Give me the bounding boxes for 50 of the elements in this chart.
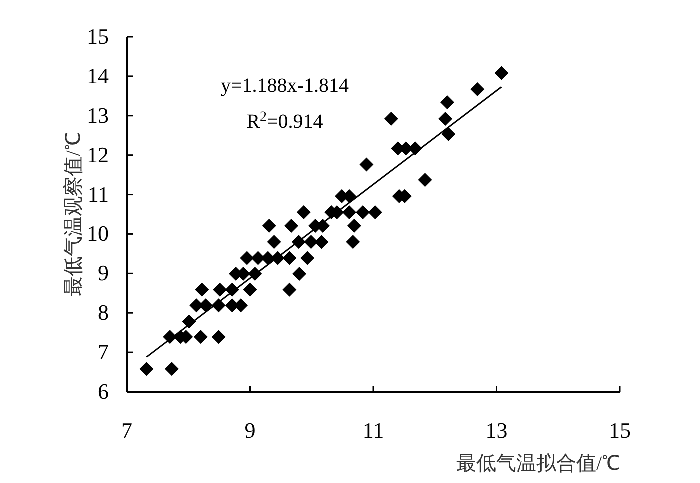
y-tick-label: 7 xyxy=(98,340,109,365)
x-tick-label: 9 xyxy=(244,418,256,443)
point xyxy=(140,362,154,376)
x-tick-label: 7 xyxy=(122,418,132,443)
point xyxy=(240,251,254,266)
point xyxy=(360,158,374,172)
point xyxy=(470,82,485,96)
point xyxy=(195,282,210,297)
point xyxy=(494,66,509,80)
point xyxy=(438,112,453,126)
x-tick-label: 13 xyxy=(486,418,508,443)
y-tick-label: 6 xyxy=(98,379,109,404)
point xyxy=(194,330,208,344)
point xyxy=(300,251,315,266)
y-tick-label: 9 xyxy=(98,260,109,286)
point xyxy=(243,282,258,297)
point xyxy=(262,218,276,233)
y-tick-label: 13 xyxy=(87,102,109,128)
point xyxy=(284,218,299,233)
x-axis-title: 最低气温拟合值/℃ xyxy=(456,453,620,475)
point xyxy=(282,282,297,297)
y-tick-label: 11 xyxy=(88,182,109,207)
point xyxy=(346,235,360,250)
y-tick-label: 12 xyxy=(87,142,109,168)
y-tick-label: 10 xyxy=(87,221,109,246)
point xyxy=(282,251,297,266)
point xyxy=(356,206,370,220)
y-tick-label: 8 xyxy=(98,300,109,326)
point xyxy=(368,206,382,220)
point xyxy=(296,206,311,220)
point xyxy=(442,127,456,142)
annotation: R$^{2}$=0.914 xyxy=(246,110,324,133)
x-tick-label: 15 xyxy=(609,418,631,443)
point xyxy=(212,330,226,344)
point xyxy=(292,267,307,282)
point xyxy=(384,112,398,126)
point xyxy=(213,282,228,297)
point xyxy=(418,173,432,188)
point xyxy=(164,362,179,376)
y-tick-label: 15 xyxy=(87,24,109,49)
y-axis-title: 最低气温观察值/℃ xyxy=(63,132,85,296)
point xyxy=(304,235,318,250)
y-tick-label: 14 xyxy=(87,63,109,88)
x-tick-label: 11 xyxy=(362,418,384,443)
point xyxy=(342,206,356,220)
point xyxy=(314,235,329,250)
annotation: y=1.188x-1.814 xyxy=(221,75,349,97)
point xyxy=(267,235,282,250)
point xyxy=(347,218,362,233)
point xyxy=(440,95,454,110)
